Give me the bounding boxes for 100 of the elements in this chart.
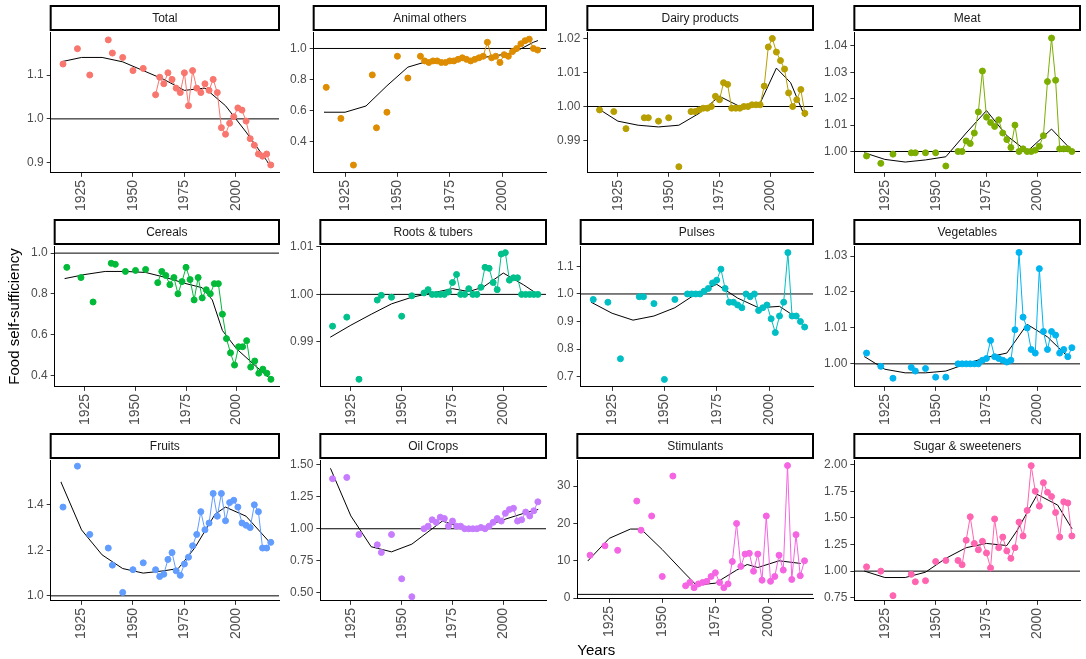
y-tick-label: 0.9 [556,313,574,328]
x-tick-label: 1950 [126,393,143,426]
chart-title: Vegetables [937,224,997,239]
y-tick-label: 1.0 [26,111,44,126]
chart-title: Pulses [678,224,715,239]
x-tick-label: 1975 [706,605,723,638]
y-tick-label: 0.9 [26,155,44,170]
y-tick-label: 1.1 [556,258,574,273]
y-tick-label: 1.02 [824,284,848,299]
x-tick-label: 1975 [443,607,460,640]
y-tick-label: 1.00 [824,356,848,371]
y-tick-label: 1.00 [290,286,314,301]
x-tick-label: 1975 [175,179,192,212]
y-tick-label: 1.0 [556,286,574,301]
y-tick-label: 1.25 [290,489,314,503]
x-tick-label: 2000 [492,179,509,212]
y-tick-label: 0.4 [289,134,307,149]
x-tick-label: 2000 [1028,607,1045,640]
x-tick-label: 1925 [72,607,89,640]
chart-title: Oil Crops [408,438,459,453]
x-tick-label: 1975 [440,179,457,212]
y-tick-label: 20 [556,515,571,530]
x-tick-label: 1925 [600,605,617,638]
x-tick-label: 1925 [608,179,625,212]
chart-title: Meat [953,10,982,25]
y-tick-label: 0.7 [556,368,574,383]
x-tick-label: 2000 [759,605,776,638]
x-tick-label: 1925 [875,179,892,212]
y-tick-label: 1.01 [290,239,314,254]
x-tick-label: 2000 [1028,179,1045,212]
x-tick-label: 1975 [443,393,460,426]
x-tick-label: 1950 [123,179,140,212]
x-tick-label: 2000 [1028,393,1045,426]
chart-title: Sugar & sweeteners [913,438,1022,453]
y-tick-label: 30 [556,478,571,493]
y-tick-label: 0.99 [557,132,581,147]
y-tick-label: 10 [556,553,571,568]
chart-title: Roots & tubers [393,224,473,239]
y-tick-label: 1.50 [824,510,848,525]
y-tick-label: 1.02 [824,91,848,106]
y-tick-label: 1.03 [824,248,848,263]
chart-title: Dairy products [661,10,739,25]
x-tick-label: 1950 [655,393,672,426]
y-tick-label: 1.00 [290,521,314,536]
y-tick-label: 1.03 [824,64,848,79]
y-tick-label: 0.6 [289,102,307,117]
y-tick-label: 0.75 [824,590,848,605]
y-tick-label: 0.8 [30,286,48,301]
x-tick-label: 1950 [653,605,670,638]
y-tick-label: 1.01 [824,320,848,335]
y-tick-label: 1.1 [26,67,44,82]
x-tick-label: 1925 [335,179,352,212]
x-tick-label: 1925 [75,393,92,426]
x-tick-label: 1925 [602,393,619,426]
y-tick-label: 1.00 [824,143,848,158]
x-tick-label: 1950 [392,607,409,640]
chart-title: Animal others [393,10,467,25]
y-axis-title: Food self-sufficiency [5,247,23,385]
y-tick-label: 1.2 [26,542,44,557]
y-tick-label: 1.0 [289,40,307,55]
y-tick-label: 0.75 [290,553,314,568]
x-tick-label: 2000 [494,393,511,426]
x-tick-label: 2000 [494,607,511,640]
chart-title: Total [152,10,178,25]
x-tick-label: 2000 [226,179,243,212]
y-tick-label: 2.00 [824,456,848,471]
x-tick-label: 1950 [926,607,943,640]
x-tick-label: 1925 [72,179,89,212]
x-tick-label: 2000 [226,607,243,640]
x-tick-label: 2000 [761,179,778,212]
y-tick-label: 0 [563,590,571,605]
x-tick-label: 1975 [176,393,193,426]
y-tick-label: 1.4 [26,497,44,512]
x-tick-label: 1950 [392,393,409,426]
chart-title: Fruits [149,438,180,453]
x-tick-label: 1950 [388,179,405,212]
y-tick-label: 1.25 [824,536,848,551]
x-tick-label: 1950 [926,179,943,212]
y-tick-label: 0.8 [556,341,574,356]
chart-title: Cereals [146,224,188,239]
chart-title: Stimulants [667,438,724,453]
y-tick-label: 1.01 [557,64,581,79]
y-tick-label: 0.8 [289,71,307,86]
x-tick-label: 1975 [707,393,724,426]
x-tick-label: 1950 [123,607,140,640]
x-tick-label: 1975 [175,607,192,640]
y-tick-label: 1.0 [26,588,44,603]
x-tick-label: 1925 [875,393,892,426]
x-tick-label: 1925 [875,607,892,640]
y-tick-label: 1.00 [824,563,848,578]
x-tick-label: 2000 [759,393,776,426]
y-tick-label: 0.4 [30,367,48,382]
y-tick-label: 1.01 [824,117,848,132]
y-tick-label: 1.00 [557,98,581,113]
y-tick-label: 1.0 [30,245,48,260]
y-tick-label: 1.75 [824,483,848,498]
x-tick-label: 1925 [341,393,358,426]
x-tick-label: 1975 [977,393,994,426]
y-tick-label: 0.99 [290,334,314,349]
y-tick-label: 0.50 [290,585,314,600]
